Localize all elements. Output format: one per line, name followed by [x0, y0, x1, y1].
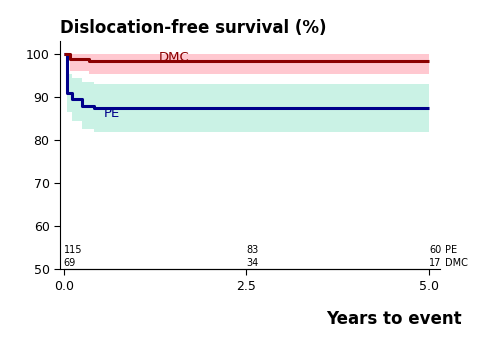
Text: 115: 115	[64, 245, 82, 255]
Text: 69: 69	[64, 258, 76, 268]
Text: 34: 34	[246, 258, 258, 268]
Text: 83: 83	[246, 245, 258, 255]
Text: DMC: DMC	[158, 51, 190, 64]
Text: Dislocation-free survival (%): Dislocation-free survival (%)	[60, 19, 326, 37]
Text: 60: 60	[429, 245, 442, 255]
Text: PE: PE	[445, 245, 457, 255]
Text: PE: PE	[104, 107, 120, 120]
Text: DMC: DMC	[445, 258, 468, 268]
X-axis label: Years to event: Years to event	[326, 310, 462, 328]
Text: 17: 17	[429, 258, 442, 268]
